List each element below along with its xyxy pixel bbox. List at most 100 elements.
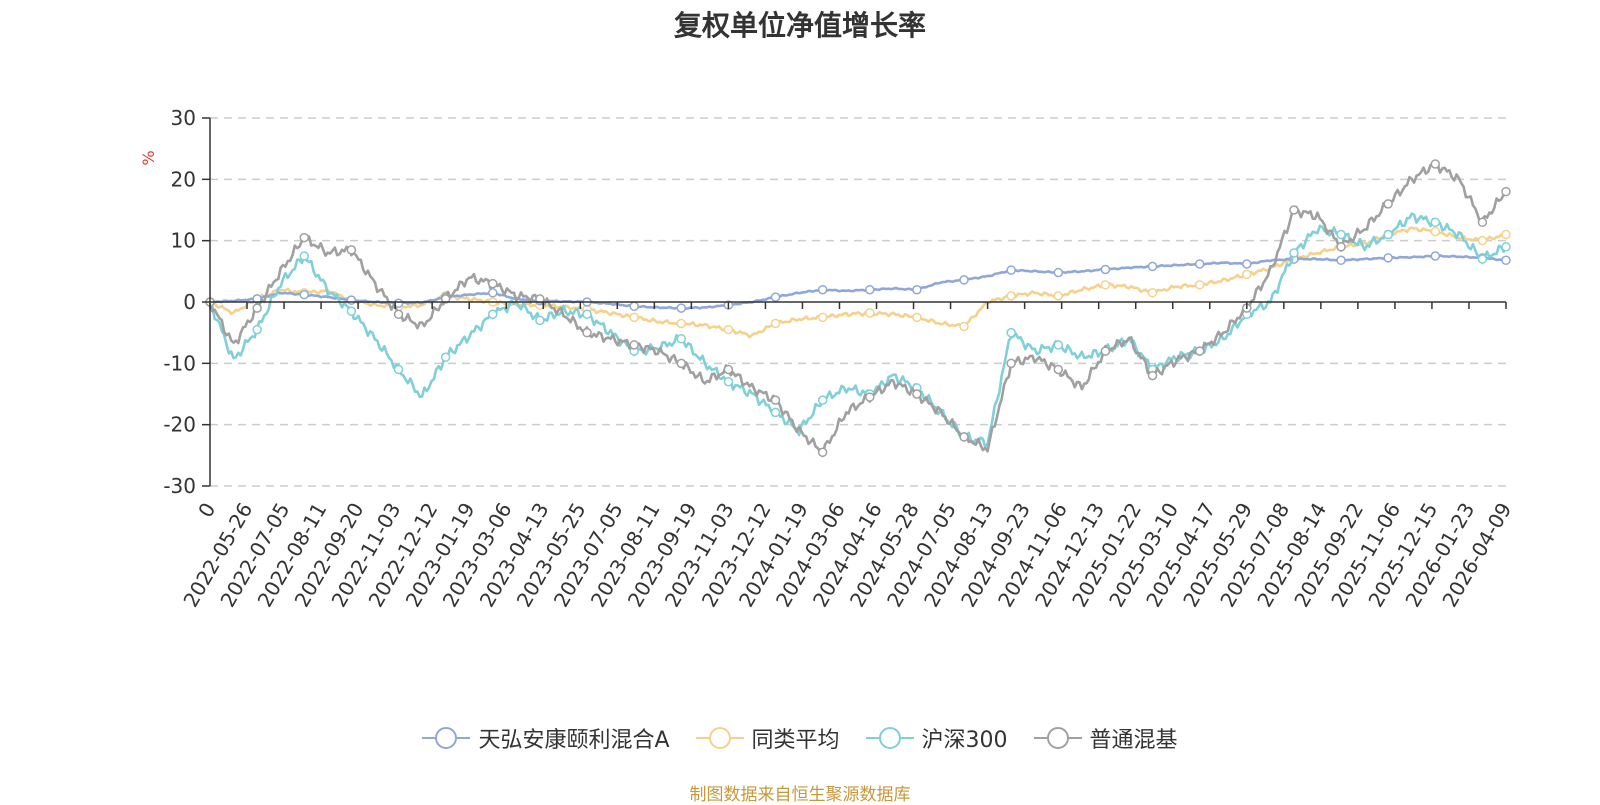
legend-label: 沪深300 [921, 728, 1008, 753]
data-point [299, 251, 310, 261]
axes: 3020100-10-20-3002022-05-262022-07-05202… [163, 106, 1516, 611]
series-line [208, 212, 1508, 449]
legend-item[interactable]: 普通混基 [1033, 722, 1178, 754]
data-point [676, 334, 687, 344]
data-point [912, 312, 922, 323]
data-point [1194, 259, 1205, 269]
data-point [959, 275, 969, 285]
data-point [1194, 280, 1205, 290]
data-point [299, 232, 310, 243]
data-point [1006, 327, 1016, 338]
legend-marker-icon [1033, 727, 1082, 749]
data-point [1147, 370, 1158, 381]
data-point [488, 288, 498, 298]
data-point [1383, 229, 1393, 240]
data-point [1100, 280, 1111, 290]
data-point [1501, 255, 1511, 266]
data-point [346, 306, 357, 316]
data-point [252, 303, 262, 313]
series-line [209, 254, 1507, 310]
data-point [393, 309, 404, 320]
data-point [1147, 288, 1158, 298]
data-point [1006, 265, 1016, 275]
data-point [1242, 259, 1252, 269]
data-point [1006, 291, 1016, 301]
data-point [676, 303, 687, 313]
data-point [817, 284, 828, 295]
data-point [488, 278, 498, 289]
legend-item[interactable]: 沪深300 [865, 722, 1008, 754]
source-note: 制图数据来自恒生聚源数据库 [689, 785, 911, 805]
data-point [629, 312, 639, 323]
legend-label: 同类平均 [751, 728, 840, 753]
data-point [346, 245, 357, 255]
y-axis-unit-label: % [139, 150, 158, 165]
data-point [723, 324, 734, 335]
data-point [1501, 242, 1511, 252]
data-point [959, 432, 969, 442]
data-point [1242, 269, 1252, 280]
series-lines [205, 159, 1511, 458]
data-point [1100, 346, 1111, 356]
legend-item[interactable]: 同类平均 [695, 722, 840, 754]
data-point [723, 364, 734, 375]
data-point [1100, 264, 1111, 275]
data-point [1053, 340, 1064, 350]
data-point [1053, 364, 1064, 375]
data-point [817, 312, 828, 323]
data-point [440, 294, 451, 304]
data-point [770, 395, 781, 405]
data-point [1006, 358, 1016, 369]
grid-lines [210, 117, 1506, 487]
data-point [629, 340, 639, 350]
data-point [770, 318, 781, 329]
data-point [393, 364, 404, 375]
data-point [1430, 159, 1441, 169]
data-point [1430, 226, 1441, 237]
data-point [488, 309, 498, 320]
data-point [1336, 229, 1346, 240]
data-point [1147, 261, 1158, 272]
data-point [770, 292, 781, 302]
data-point [1383, 253, 1393, 263]
data-point [1501, 229, 1511, 240]
data-point [1430, 251, 1441, 261]
data-point [865, 392, 875, 402]
data-point [299, 289, 310, 300]
data-point [817, 447, 828, 458]
data-point [535, 315, 545, 326]
data-point [1289, 248, 1299, 258]
data-point [912, 389, 922, 399]
data-point [1501, 186, 1511, 197]
data-point [1289, 205, 1299, 215]
data-point [1336, 255, 1346, 266]
data-point [535, 294, 545, 304]
x-tick-label: 0 [193, 499, 220, 522]
chart-title: 复权单位净值增长率 [673, 9, 926, 42]
data-point [865, 284, 875, 295]
data-point [676, 358, 687, 369]
data-point [1053, 291, 1064, 301]
y-tick-label: 10 [171, 229, 196, 253]
legend-marker-icon [865, 727, 914, 749]
data-point [582, 327, 592, 338]
data-point [440, 352, 451, 362]
data-point [1383, 199, 1393, 209]
data-point [1477, 217, 1488, 228]
data-point [346, 295, 357, 305]
data-point [959, 321, 969, 332]
data-point [912, 284, 922, 295]
data-point [865, 308, 875, 318]
y-tick-label: 30 [171, 106, 196, 130]
data-point [676, 318, 687, 329]
y-tick-label: -30 [163, 474, 196, 498]
legend-marker-icon [695, 727, 744, 749]
data-point [1053, 267, 1064, 278]
y-tick-label: -20 [163, 413, 196, 437]
legend-label: 天弘安康颐利混合A [478, 728, 670, 753]
data-point [252, 324, 262, 335]
data-point [723, 376, 734, 387]
data-point [1194, 346, 1205, 356]
y-tick-label: 20 [171, 167, 196, 191]
legend-item[interactable]: 天弘安康颐利混合A [422, 722, 670, 754]
